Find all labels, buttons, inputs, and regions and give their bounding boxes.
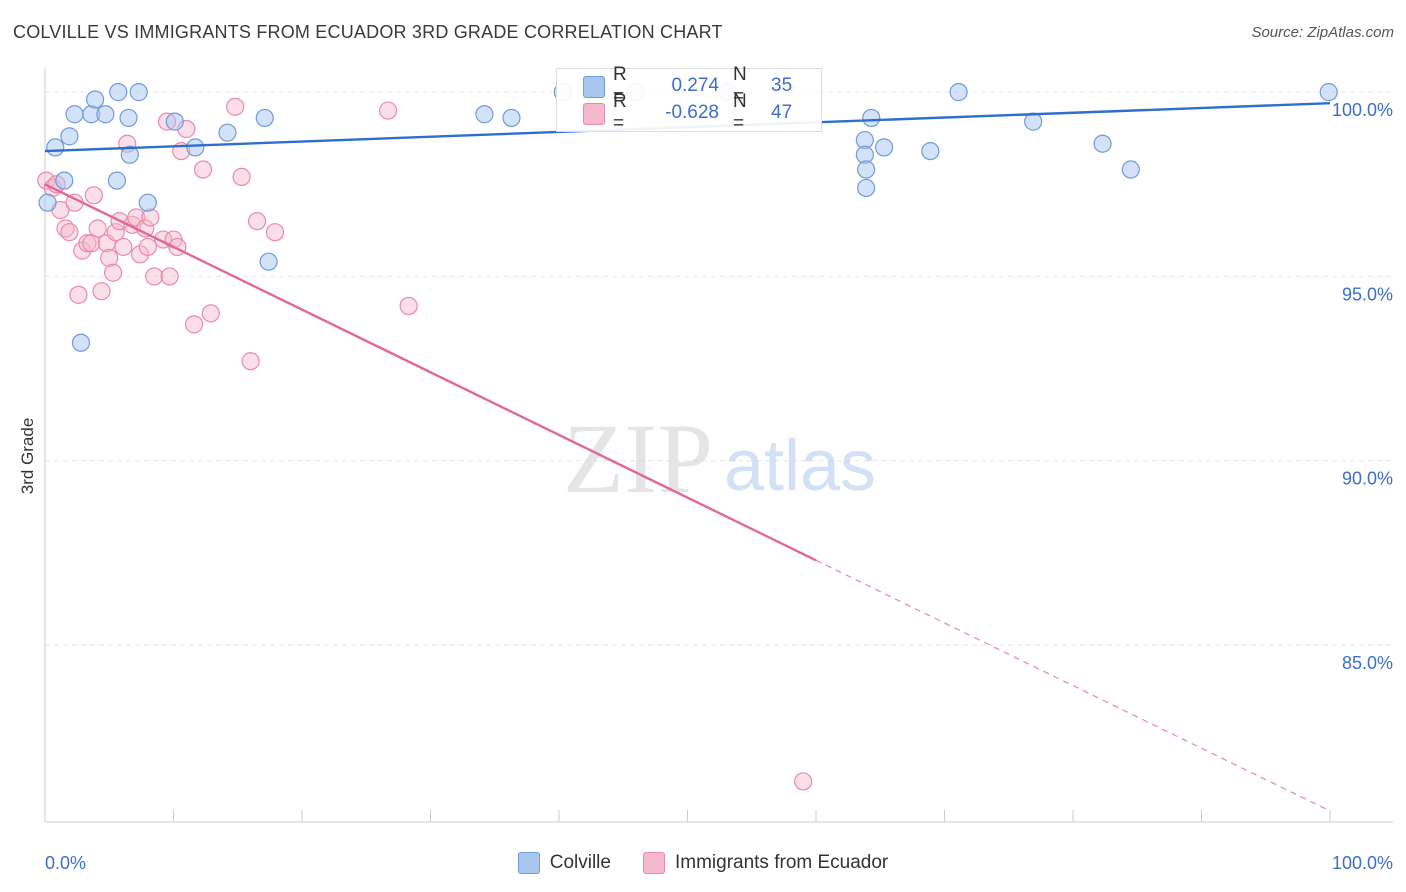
data-point-colville	[60, 127, 79, 146]
data-point-colville	[255, 108, 274, 128]
data-point-ecuador	[226, 97, 245, 116]
data-point-ecuador	[241, 352, 260, 371]
x-tick-label: 100.0%	[1332, 853, 1393, 873]
legend-item-ecuador[interactable]: Immigrants from Ecuador	[642, 852, 889, 874]
data-point-ecuador	[184, 315, 204, 334]
legend: Colville Immigrants from Ecuador	[0, 852, 1406, 874]
data-point-colville	[1093, 134, 1112, 153]
data-point-ecuador	[69, 285, 88, 304]
data-point-colville	[86, 90, 105, 109]
data-point-colville	[475, 105, 494, 124]
data-point-colville	[862, 108, 881, 128]
data-point-colville	[949, 83, 968, 102]
data-point-ecuador	[114, 237, 133, 257]
data-point-colville	[875, 138, 894, 157]
data-point-ecuador	[92, 282, 111, 301]
data-point-colville	[502, 108, 521, 128]
data-point-ecuador	[78, 234, 97, 253]
data-point-ecuador	[794, 772, 813, 791]
legend-swatch-ecuador	[642, 852, 665, 874]
n-label: N =	[733, 91, 747, 134]
r-label: R =	[613, 64, 627, 107]
data-point-ecuador	[104, 263, 123, 282]
data-point-ecuador	[378, 101, 398, 120]
data-point-ecuador	[106, 223, 125, 242]
chart-title: COLVILLE VS IMMIGRANTS FROM ECUADOR 3RD …	[13, 22, 723, 42]
data-point-ecuador	[88, 219, 107, 238]
series-colville-points	[38, 83, 1338, 352]
data-point-colville	[259, 252, 278, 271]
legend-item-colville[interactable]: Colville	[517, 852, 611, 874]
data-point-ecuador	[84, 186, 103, 205]
data-point-ecuador	[37, 171, 56, 190]
data-point-ecuador	[138, 237, 157, 257]
data-point-colville	[107, 171, 127, 190]
x-tick-label: 0.0%	[45, 853, 86, 873]
colville-swatch	[583, 76, 605, 98]
data-point-ecuador	[141, 208, 160, 227]
n-label: N =	[733, 64, 747, 107]
watermark-zip: ZIP	[563, 403, 713, 514]
watermark: ZIP atlas	[563, 403, 876, 514]
data-point-colville	[65, 105, 84, 124]
y-axis-label: 3rd Grade	[18, 418, 37, 495]
data-point-ecuador	[130, 245, 150, 264]
data-point-colville	[857, 160, 876, 179]
data-point-colville	[129, 83, 148, 102]
trend-line-ecuador-extrapolated	[815, 559, 1331, 812]
legend-label-colville: Colville	[549, 852, 611, 873]
r-value: 0.274	[671, 75, 719, 96]
y-tick-label: 100.0%	[1332, 100, 1393, 120]
data-point-ecuador	[201, 304, 220, 323]
legend-label-ecuador: Immigrants from Ecuador	[674, 852, 889, 873]
x-tick-labels: 0.0% 100.0%	[45, 853, 1393, 873]
n-value: 47	[771, 102, 793, 123]
ecuador-swatch	[583, 103, 605, 125]
data-point-ecuador	[100, 248, 119, 268]
n-value: 35	[771, 75, 793, 96]
stats-box: R = 0.274 N = 35 R = -0.628 N = 47	[556, 64, 822, 134]
r-value: -0.628	[665, 102, 719, 123]
data-point-ecuador	[265, 223, 285, 242]
data-point-colville	[119, 108, 138, 128]
data-point-colville	[46, 138, 65, 157]
data-point-colville	[1121, 160, 1140, 179]
data-point-colville	[71, 333, 91, 352]
data-point-colville	[186, 138, 205, 157]
r-label: R =	[613, 91, 627, 134]
data-point-colville	[120, 145, 139, 164]
data-point-colville	[55, 171, 74, 190]
trend-line-ecuador	[44, 183, 817, 562]
data-point-colville	[921, 141, 940, 161]
data-point-ecuador	[60, 223, 79, 242]
series-immigrants-from-ecuador-points	[37, 97, 813, 791]
source-label: Source: ZipAtlas.com	[1251, 24, 1394, 41]
data-point-ecuador	[160, 267, 179, 286]
data-point-ecuador	[232, 167, 251, 187]
data-point-ecuador	[145, 267, 164, 286]
data-point-colville	[109, 83, 128, 102]
y-tick-label: 90.0%	[1342, 469, 1393, 489]
data-point-ecuador	[399, 296, 418, 316]
y-tick-label: 95.0%	[1342, 284, 1393, 304]
data-point-colville	[165, 112, 184, 131]
data-point-colville	[1319, 83, 1338, 102]
y-tick-labels: 100.0% 95.0% 90.0% 85.0%	[1332, 100, 1393, 673]
data-point-ecuador	[193, 160, 213, 179]
data-point-colville	[218, 123, 237, 142]
data-point-colville	[138, 193, 157, 212]
watermark-atlas: atlas	[724, 426, 876, 506]
y-tick-label: 85.0%	[1342, 653, 1393, 673]
legend-swatch-colville	[517, 852, 540, 874]
data-point-colville	[38, 193, 57, 212]
data-point-colville	[96, 105, 115, 124]
data-point-colville	[857, 178, 876, 198]
axes	[44, 68, 1393, 823]
data-point-ecuador	[247, 212, 267, 231]
